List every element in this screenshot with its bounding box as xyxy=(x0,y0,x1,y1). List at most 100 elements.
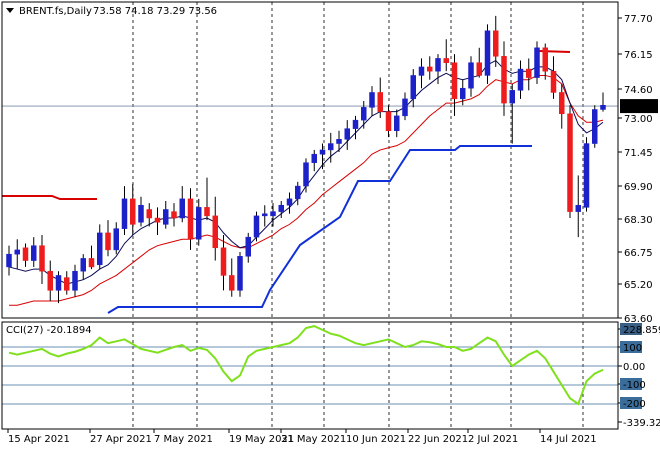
candle-body xyxy=(130,198,136,225)
candle-body xyxy=(97,232,103,266)
candle xyxy=(517,60,524,99)
candle xyxy=(427,56,433,80)
candle-body xyxy=(501,56,507,104)
candle-body xyxy=(55,275,62,291)
candle xyxy=(22,243,29,267)
candle-body xyxy=(88,258,95,268)
candle xyxy=(526,58,532,91)
candle xyxy=(501,41,507,116)
candle xyxy=(484,24,491,84)
candle-body xyxy=(262,213,268,217)
candle xyxy=(303,158,309,193)
candle xyxy=(509,83,515,144)
candle-body xyxy=(64,277,70,291)
candle-body xyxy=(39,245,45,272)
candle-body xyxy=(286,198,293,206)
candle-body xyxy=(80,258,86,272)
symbol-label: BRENT.fs,Daily xyxy=(19,6,92,17)
candle-body xyxy=(328,143,334,151)
cci-tick-label: 0.00 xyxy=(623,362,645,373)
time-tick-label: 7 May 2021 xyxy=(154,434,213,445)
candle xyxy=(344,120,350,150)
candle-body xyxy=(509,90,515,104)
candle xyxy=(361,100,367,129)
price-tick-label: 76.15 xyxy=(624,50,653,61)
candle xyxy=(253,211,260,242)
candle xyxy=(47,260,53,301)
candle xyxy=(39,235,45,284)
current-price-label: 73.56 xyxy=(623,102,652,113)
candle-body xyxy=(517,68,524,91)
candle-body xyxy=(319,149,326,155)
candle-body xyxy=(352,119,359,129)
collapse-triangle-icon[interactable] xyxy=(6,8,14,13)
candle xyxy=(163,200,169,229)
time-tick-label: 2 Jul 2021 xyxy=(468,434,518,445)
candle-body xyxy=(229,275,235,291)
candle-body xyxy=(220,247,227,276)
price-tick-label: 71.45 xyxy=(624,148,653,159)
candle xyxy=(575,175,581,238)
candle-body xyxy=(303,162,309,187)
candle xyxy=(138,196,144,227)
candle-body xyxy=(336,139,342,144)
candle-body xyxy=(534,47,540,78)
candle xyxy=(567,105,573,218)
cci-series xyxy=(8,325,604,406)
candle-body xyxy=(270,211,276,217)
resistance-step-line xyxy=(2,195,97,200)
cci-level-box xyxy=(620,378,642,390)
candle xyxy=(476,47,482,78)
candle-body xyxy=(196,207,202,240)
candle xyxy=(113,222,119,255)
candle-body xyxy=(418,66,425,76)
candle xyxy=(88,245,95,270)
candle-body xyxy=(435,58,441,72)
candle xyxy=(435,54,441,84)
candle-body xyxy=(105,232,111,251)
candle-body xyxy=(6,253,12,268)
price-grid xyxy=(132,2,584,318)
candle xyxy=(64,271,70,295)
candle xyxy=(550,56,557,99)
price-tick-label: 65.20 xyxy=(624,280,653,291)
cci-tick-label: 100 xyxy=(623,343,642,354)
candle-body xyxy=(171,211,177,219)
candle xyxy=(385,105,392,138)
candle-body xyxy=(138,204,144,223)
candle xyxy=(600,92,606,112)
candle-body xyxy=(476,62,482,76)
candle-body xyxy=(468,62,474,89)
candle xyxy=(245,232,251,263)
candle-body xyxy=(484,30,491,76)
candle-body xyxy=(154,217,161,223)
candle xyxy=(179,186,185,223)
candle-body xyxy=(146,209,152,219)
cci-header: CCI(27) -20.1894 xyxy=(6,325,92,336)
candle-body xyxy=(592,109,598,144)
candle xyxy=(402,92,408,121)
candle-body xyxy=(311,153,317,163)
price-tick-label: 77.70 xyxy=(624,14,653,25)
candle xyxy=(130,183,136,236)
candle xyxy=(121,186,128,236)
cci-level-box xyxy=(620,397,642,409)
candle xyxy=(468,56,474,97)
candle-body xyxy=(361,107,367,121)
candle-body xyxy=(542,47,548,72)
candle xyxy=(212,196,218,261)
candle xyxy=(6,245,12,276)
candle-body xyxy=(14,249,20,255)
time-tick-label: 10 Jun 2021 xyxy=(346,434,406,445)
price-axis: 77.70 76.15 74.60 73.00 71.45 69.90 68.30 66.75… xyxy=(618,14,658,325)
candle-body xyxy=(295,185,301,200)
candle-body xyxy=(113,228,119,251)
candle xyxy=(237,252,243,297)
chart-header: BRENT.fs,Daily 73.58 74.18 73.29 73.56 xyxy=(6,6,217,17)
candle-body xyxy=(427,66,433,72)
cci-axis: 228.8596 100 0.00 -100 -200 -339.3244 xyxy=(618,323,660,429)
candle-body xyxy=(204,207,210,217)
cci-level-box xyxy=(620,341,642,353)
candle xyxy=(451,54,458,116)
